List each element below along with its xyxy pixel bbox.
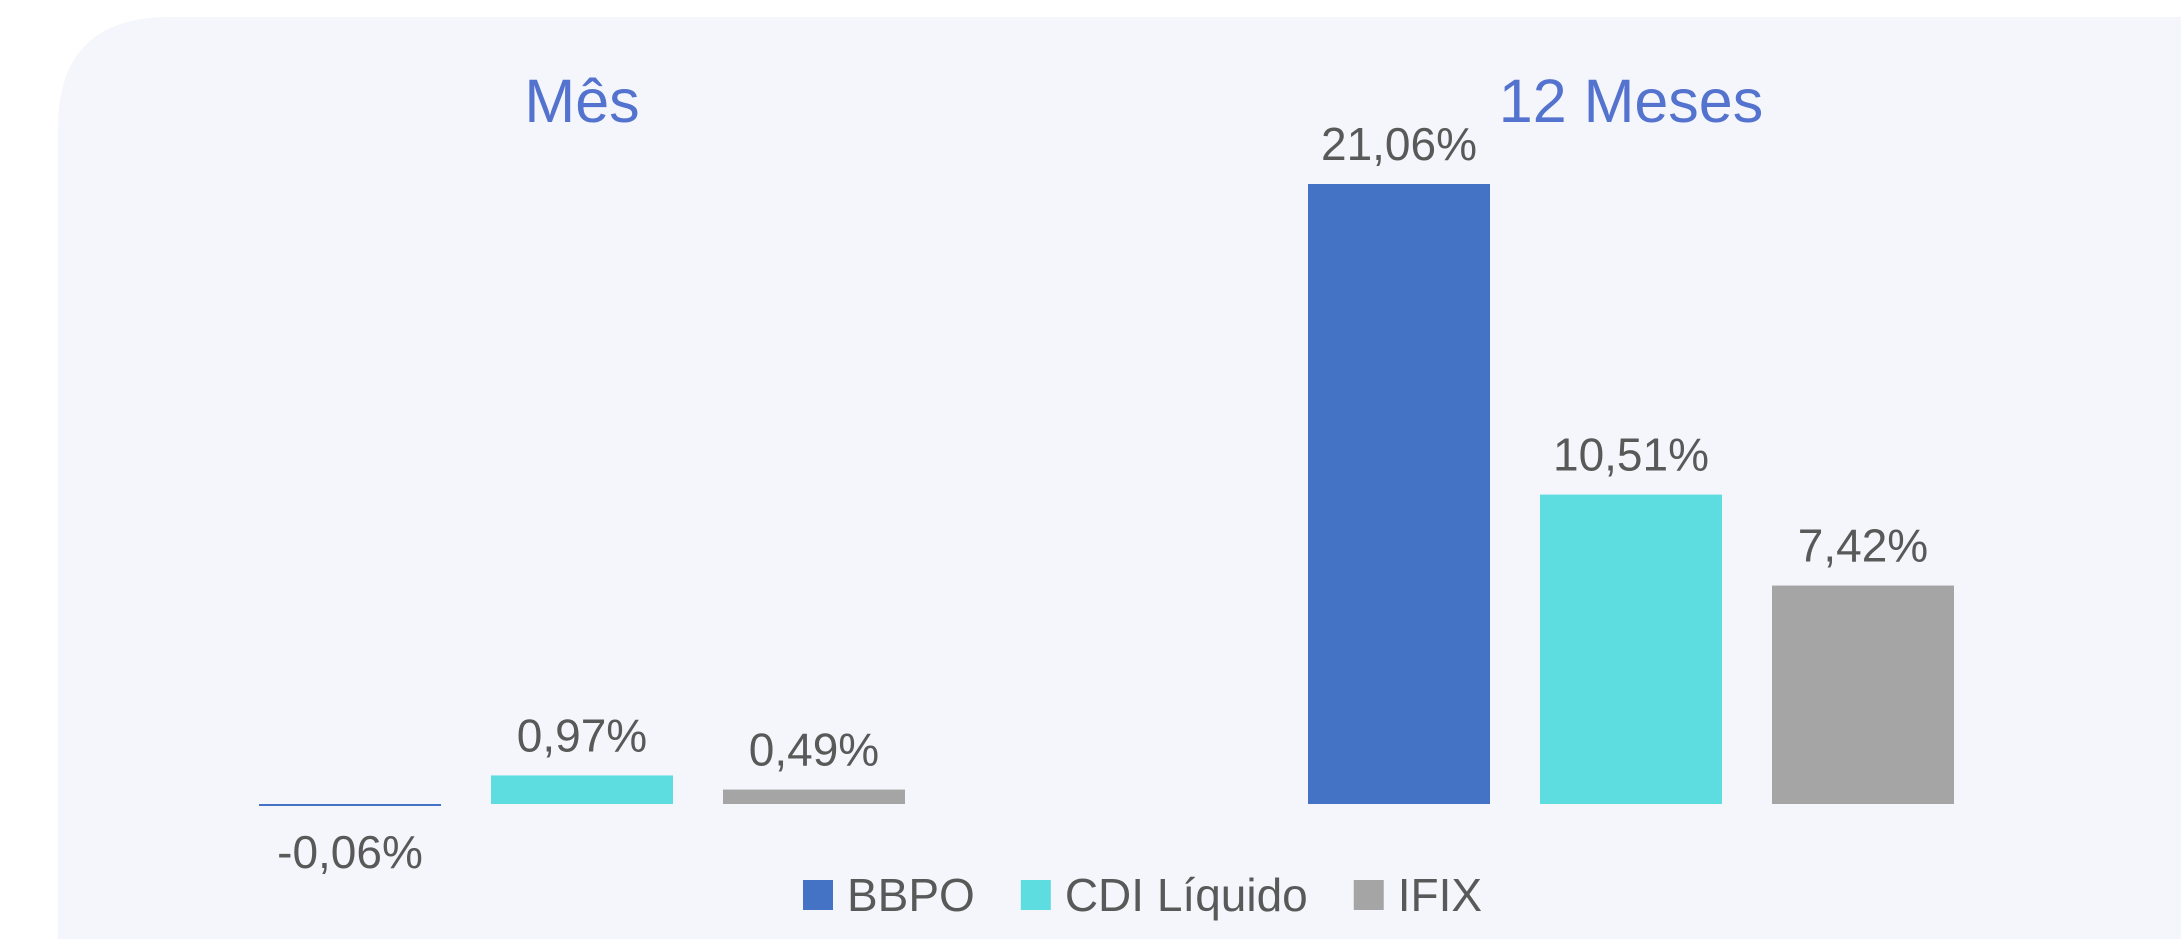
bar [259, 804, 441, 806]
bar [1540, 494, 1722, 804]
bar [1772, 585, 1954, 804]
data-label: 21,06% [1321, 118, 1477, 170]
legend-swatch [803, 880, 833, 910]
data-label: 7,42% [1798, 520, 1928, 572]
bar [491, 775, 673, 804]
legend-label: BBPO [847, 869, 975, 921]
group-title: Mês [524, 67, 639, 135]
group-title: 12 Meses [1499, 67, 1763, 135]
data-label: 0,49% [749, 724, 879, 776]
bar [723, 789, 905, 804]
bar [1308, 184, 1490, 804]
legend-swatch [1353, 880, 1384, 910]
data-label: -0,06% [277, 826, 423, 878]
data-label: 0,97% [517, 709, 647, 761]
data-label: 10,51% [1553, 429, 1709, 481]
legend-swatch [1020, 880, 1051, 910]
legend-label: IFIX [1398, 869, 1482, 921]
legend-label: CDI Líquido [1065, 869, 1308, 921]
